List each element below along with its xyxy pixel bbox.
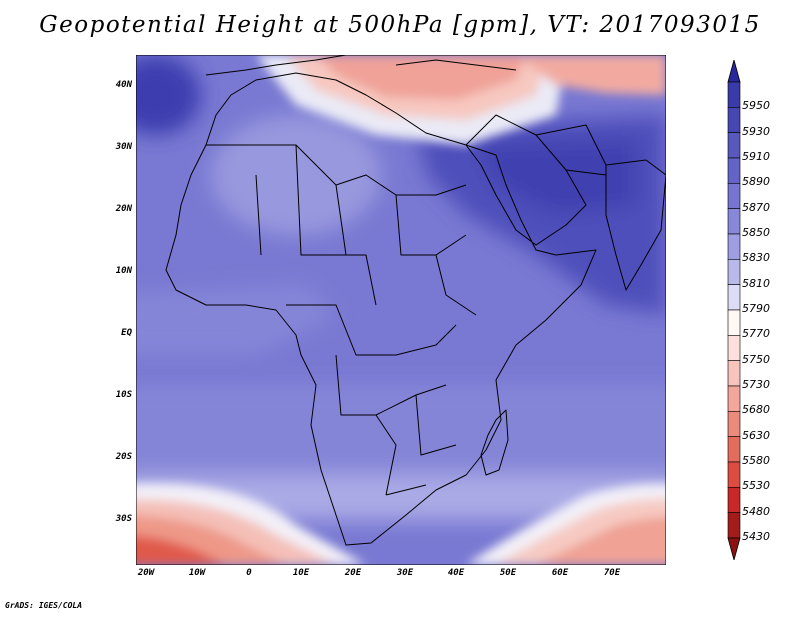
colorbar-label: 5950 xyxy=(742,99,770,113)
persian-gulf-border xyxy=(535,124,607,176)
colorbar-label: 5810 xyxy=(742,276,770,290)
field-med-salmon xyxy=(316,55,526,100)
colorbar-swatch xyxy=(727,132,741,159)
footer-credit: GrADS: IGES/COLA xyxy=(5,601,83,610)
colorbar-swatch xyxy=(727,157,741,184)
colorbar-label: 5750 xyxy=(742,352,770,366)
turkey-coastline xyxy=(395,59,517,71)
colorbar-swatch xyxy=(727,411,741,437)
colorbar-swatch xyxy=(727,81,741,108)
lon-label-30e: 30E xyxy=(396,568,414,578)
coastlines xyxy=(165,55,666,546)
lon-label-70e: 70E xyxy=(603,568,621,578)
madagascar-coastline xyxy=(480,409,509,476)
colorbar-label: 5830 xyxy=(742,251,770,265)
plot-title: Geopotential Height at 500hPa [gpm], VT:… xyxy=(39,12,761,38)
lon-label-40e: 40E xyxy=(447,568,465,578)
lat-label-30n: 30N xyxy=(115,142,132,152)
colorbar-swatch xyxy=(727,309,741,336)
colorbar-label: 5890 xyxy=(742,175,770,189)
lat-label-10n: 10N xyxy=(115,266,132,276)
colorbar xyxy=(727,60,741,560)
colorbar-label: 5910 xyxy=(742,150,770,163)
colorbar-swatch xyxy=(727,487,741,513)
field-nw-high xyxy=(136,55,201,135)
field-ne-pink xyxy=(516,55,666,95)
geopotential-map xyxy=(136,55,666,565)
country-borders xyxy=(206,144,477,496)
colorbar-label: 5850 xyxy=(742,226,770,239)
colorbar-swatch xyxy=(727,360,741,387)
colorbar-label: 5530 xyxy=(742,479,770,493)
lat-label-20n: 20N xyxy=(115,204,132,214)
india-coastline xyxy=(605,159,666,291)
field-sw-red xyxy=(136,535,226,565)
colorbar-label: 5630 xyxy=(742,428,770,442)
lat-label-10s: 10S xyxy=(115,390,132,400)
lat-label-20s: 20S xyxy=(115,452,132,462)
lat-label-40n: 40N xyxy=(115,80,132,90)
lon-label-10w: 10W xyxy=(188,568,206,578)
lon-label-20w: 20W xyxy=(137,568,155,578)
colorbar-swatch xyxy=(727,512,741,539)
arabia-coastline xyxy=(465,114,587,246)
colorbar-swatch xyxy=(727,208,741,235)
colorbar-swatch xyxy=(727,259,741,285)
colorbar-label: 5770 xyxy=(742,327,770,341)
colorbar-label: 5870 xyxy=(742,200,770,214)
field-sahara-pale xyxy=(211,115,381,235)
lon-label-0: 0 xyxy=(246,568,252,578)
colorbar-swatch xyxy=(727,436,741,463)
europe-coastline xyxy=(205,55,347,76)
lat-label-eq: EQ xyxy=(121,328,132,338)
colorbar-label: 5790 xyxy=(742,302,770,315)
lat-label-30s: 30S xyxy=(115,514,132,524)
colorbar-bottom-arrow xyxy=(727,537,741,560)
lon-label-20e: 20E xyxy=(344,568,362,578)
colorbar-label: 5430 xyxy=(742,530,770,543)
africa-coastline xyxy=(165,72,597,546)
colorbar-swatch xyxy=(727,284,741,311)
lon-label-10e: 10E xyxy=(292,568,310,578)
field-arabian-core xyxy=(476,140,636,215)
colorbar-label: 5930 xyxy=(742,124,770,138)
colorbar-swatch xyxy=(727,385,741,412)
colorbar-label: 5680 xyxy=(742,403,770,417)
colorbar-label: 5730 xyxy=(742,378,770,391)
colorbar-top-arrow xyxy=(727,60,741,83)
lon-label-50e: 50E xyxy=(499,568,517,578)
colorbar-swatch xyxy=(727,107,741,133)
colorbar-label: 5480 xyxy=(742,504,770,518)
colorbar-label: 5580 xyxy=(742,454,770,467)
colorbar-swatch xyxy=(727,335,741,361)
field-se-salmon xyxy=(536,516,666,565)
colorbar-swatch xyxy=(727,461,741,488)
colorbar-swatch xyxy=(727,183,741,209)
lon-label-60e: 60E xyxy=(551,568,569,578)
field-tropical-west xyxy=(136,285,336,355)
colorbar-swatch xyxy=(727,233,741,260)
